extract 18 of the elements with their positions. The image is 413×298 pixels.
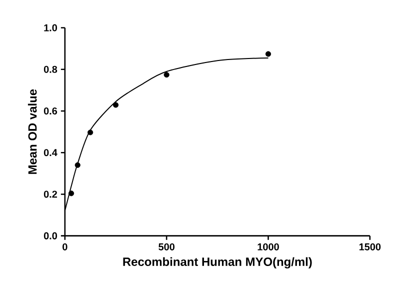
y-tick-label: 1.0 <box>44 24 58 32</box>
x-tick-label: 500 <box>158 243 174 250</box>
point <box>112 102 119 108</box>
y-axis-title: Mean OD value <box>28 89 37 174</box>
x-tick-label: 1000 <box>258 243 279 250</box>
point <box>74 162 80 168</box>
y-tick-label: 0.6 <box>44 108 58 115</box>
point <box>164 72 170 78</box>
y-tick-label: 0.8 <box>44 66 58 73</box>
y-tick-label: 0.2 <box>44 190 58 198</box>
x-tick-label: 0 <box>62 243 68 250</box>
y-tick-label: 0.4 <box>44 149 58 156</box>
point <box>68 190 74 196</box>
y-tick-label: 0.0 <box>44 232 58 240</box>
x-axis-title: Recombinant Human MYO(ng/ml) <box>123 257 312 268</box>
point <box>88 130 94 136</box>
point <box>265 51 272 57</box>
x-tick-label: 1500 <box>359 243 381 250</box>
